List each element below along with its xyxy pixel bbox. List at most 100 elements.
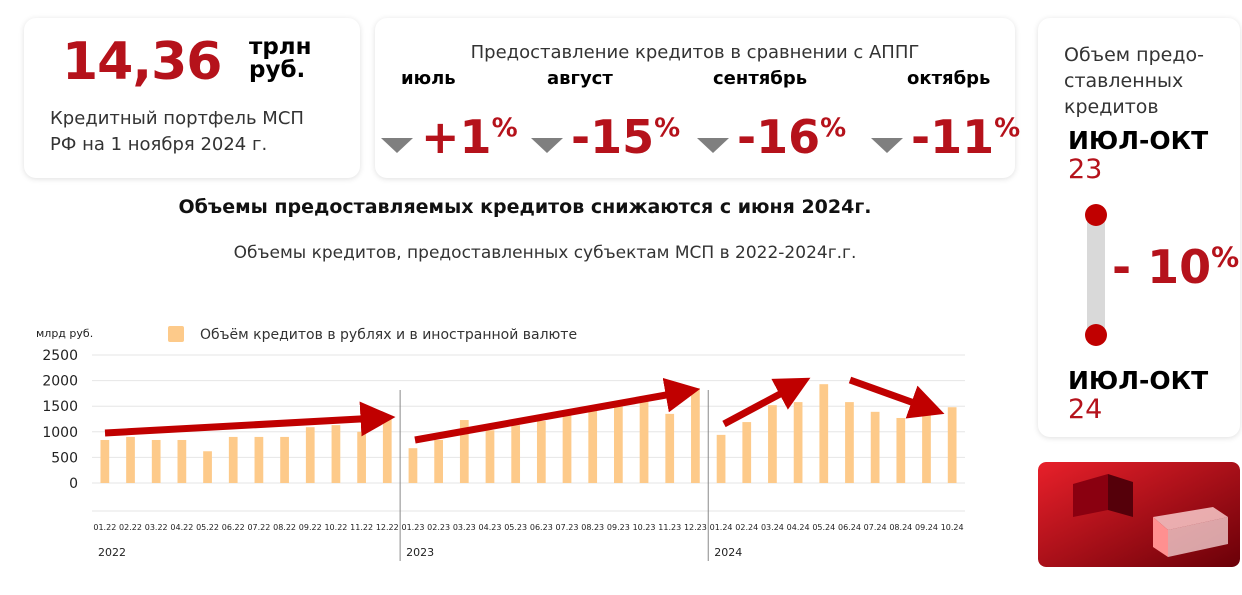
x-tick-label: 02.24 (735, 523, 758, 532)
legend-swatch (168, 326, 184, 342)
bar (280, 437, 289, 483)
month-label: август (547, 68, 613, 89)
change-value: -15% (571, 110, 680, 164)
comparison-card: Предоставление кредитов в сравнении с АП… (375, 18, 1015, 178)
bar (896, 418, 905, 483)
title-line: ставленных (1064, 68, 1204, 94)
y-tick-label: 500 (51, 450, 78, 466)
bar (742, 422, 751, 483)
bar (640, 396, 649, 483)
bar (152, 440, 161, 483)
portfolio-value: 14,36 (62, 32, 221, 92)
month-label: сентябрь (713, 68, 807, 89)
x-tick-label: 03.22 (145, 523, 168, 532)
title-line: Объем предо- (1064, 42, 1204, 68)
year-label: 2024 (714, 546, 742, 559)
legend-label: Объём кредитов в рублях и в иностранной … (200, 327, 577, 343)
x-tick-label: 05.24 (812, 523, 835, 532)
x-tick-label: 11.23 (658, 523, 681, 532)
change-unit: % (820, 114, 846, 144)
change-value: - 10 (1112, 240, 1211, 294)
change-number: -16 (737, 110, 820, 164)
change-unit: % (994, 114, 1020, 144)
bar (948, 407, 957, 483)
change-unit: % (1211, 241, 1239, 274)
change-value: +1% (421, 110, 518, 164)
x-tick-label: 06.24 (838, 523, 861, 532)
bar (871, 412, 880, 483)
change-number: -15 (571, 110, 654, 164)
year-label: 2023 (406, 546, 434, 559)
month-label: июль (401, 68, 456, 89)
bar (768, 405, 777, 483)
x-tick-label: 12.23 (684, 523, 707, 532)
x-tick-label: 05.23 (504, 523, 527, 532)
x-tick-label: 08.22 (273, 523, 296, 532)
page: {"portfolio":{"value":"14,36","unit_line… (0, 0, 1242, 595)
period-year: 24 (1068, 394, 1102, 425)
x-tick-label: 05.22 (196, 523, 219, 532)
x-tick-label: 01.22 (93, 523, 116, 532)
x-tick-label: 01.24 (710, 523, 733, 532)
bar (383, 418, 392, 483)
down-triangle (531, 138, 563, 153)
y-tick-label: 1500 (42, 399, 78, 415)
x-tick-label: 04.23 (479, 523, 502, 532)
y-axis-label: млрд руб. (36, 327, 93, 340)
unit-line: руб. (249, 59, 312, 82)
bar (588, 407, 597, 483)
chart-subtitle: Объемы кредитов, предоставленных субъект… (234, 243, 857, 263)
x-tick-label: 03.23 (453, 523, 476, 532)
bar (332, 425, 341, 483)
x-tick-label: 04.22 (170, 523, 193, 532)
x-tick-label: 08.24 (889, 523, 912, 532)
bar (511, 425, 520, 483)
bar (665, 414, 674, 483)
bar (563, 414, 572, 483)
period-label: ИЮЛ-ОКТ (1068, 366, 1208, 395)
title-line: кредитов (1064, 94, 1204, 120)
x-tick-label: 09.22 (299, 523, 322, 532)
bar (819, 384, 828, 483)
bar (126, 437, 135, 483)
down-triangle (697, 138, 729, 153)
bar (922, 412, 931, 483)
x-tick-label: 12.22 (376, 523, 399, 532)
bar (691, 388, 700, 483)
x-tick-label: 04.24 (787, 523, 810, 532)
y-tick-label: 2000 (42, 374, 78, 390)
bar (255, 437, 264, 483)
x-tick-label: 02.23 (427, 523, 450, 532)
unit-line: трлн (249, 36, 312, 59)
bar (434, 440, 443, 483)
bar (409, 448, 418, 483)
bar (845, 402, 854, 483)
change-value: -11% (911, 110, 1020, 164)
period-label: ИЮЛ-ОКТ (1068, 126, 1208, 155)
bar (357, 432, 366, 483)
x-tick-label: 06.22 (222, 523, 245, 532)
x-tick-label: 11.22 (350, 523, 373, 532)
change-unit: % (654, 114, 680, 144)
bar (717, 435, 726, 483)
bar (203, 451, 212, 483)
decor-image (1038, 462, 1240, 567)
x-tick-label: 07.24 (864, 523, 887, 532)
x-tick-label: 02.22 (119, 523, 142, 532)
bar (178, 440, 187, 483)
x-tick-label: 06.23 (530, 523, 553, 532)
bar (229, 437, 238, 483)
period-year: 23 (1068, 154, 1102, 185)
x-tick-label: 09.23 (607, 523, 630, 532)
down-triangle (871, 138, 903, 153)
year-label: 2022 (98, 546, 126, 559)
caption-line: Кредитный портфель МСП (50, 106, 304, 132)
change-unit: % (492, 114, 518, 144)
range-dot (1085, 324, 1107, 346)
change-value: -16% (737, 110, 846, 164)
chart-title: Объемы предоставляемых кредитов снижаютс… (179, 196, 872, 218)
x-tick-label: 03.24 (761, 523, 784, 532)
